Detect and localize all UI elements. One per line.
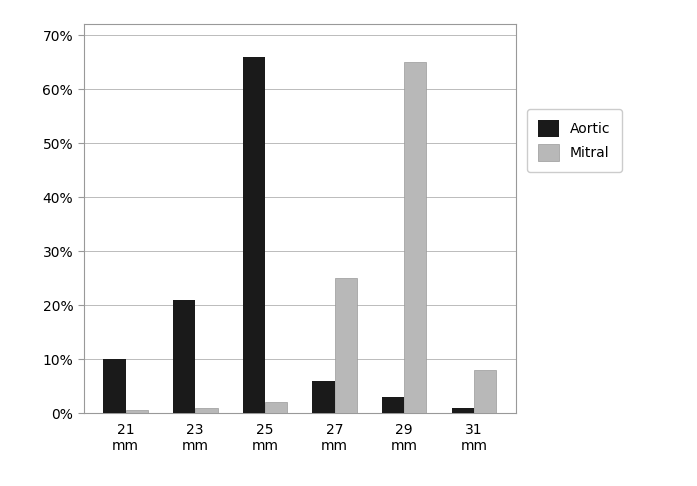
Bar — [195, 408, 217, 413]
Bar — [335, 278, 357, 413]
Bar — [474, 370, 496, 413]
Bar — [312, 381, 335, 413]
Bar — [382, 397, 404, 413]
Bar — [243, 57, 265, 413]
Bar — [103, 359, 125, 413]
Bar — [125, 410, 148, 413]
Bar — [173, 300, 195, 413]
Legend: Aortic, Mitral: Aortic, Mitral — [527, 109, 622, 172]
Bar — [404, 62, 427, 413]
Bar — [265, 402, 287, 413]
Bar — [452, 408, 474, 413]
